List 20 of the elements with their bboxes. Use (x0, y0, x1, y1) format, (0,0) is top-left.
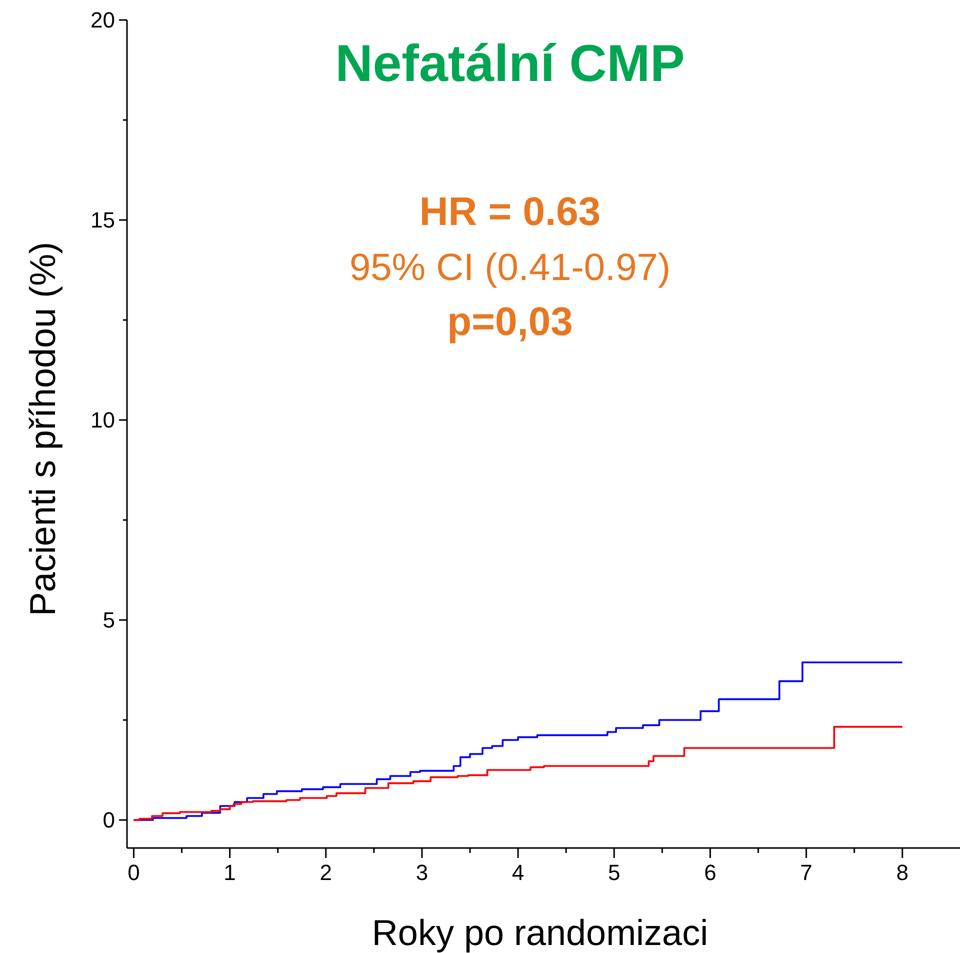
y-tick-label: 15 (90, 208, 115, 233)
y-tick-label: 10 (90, 408, 115, 433)
y-tick-label: 20 (90, 8, 115, 33)
x-tick-label: 3 (416, 860, 428, 885)
x-axis-title: Roky po randomizaci (372, 912, 708, 953)
x-tick-label: 8 (896, 860, 908, 885)
y-axis-title: Pacienti s příhodou (%) (22, 242, 63, 616)
x-tick-label: 5 (608, 860, 620, 885)
x-tick-label: 4 (512, 860, 524, 885)
x-tick-label: 2 (320, 860, 332, 885)
chart-title: Nefatální CMP (335, 35, 685, 93)
y-tick-label: 0 (102, 808, 115, 833)
x-tick-label: 6 (704, 860, 716, 885)
annotation: HR = 0.63 (419, 190, 601, 234)
x-tick-label: 7 (800, 860, 812, 885)
x-tick-label: 1 (224, 860, 236, 885)
x-tick-label: 0 (128, 860, 140, 885)
y-tick-label: 5 (102, 608, 115, 633)
annotation: p=0,03 (447, 300, 573, 344)
annotation: 95% CI (0.41-0.97) (349, 247, 671, 289)
